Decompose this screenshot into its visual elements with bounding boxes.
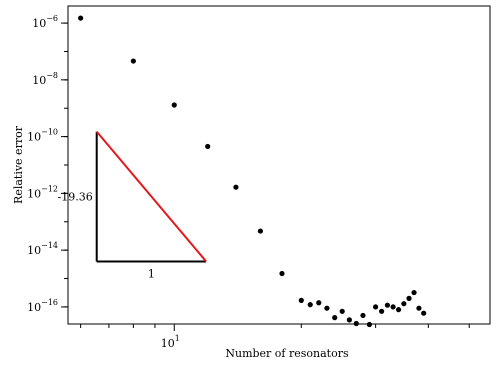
data-point [390, 304, 396, 310]
y-axis-ticks: 10−16 10−14 10−12 10−10 10−8 10−6 [27, 14, 68, 314]
data-point [279, 270, 285, 277]
data-point [379, 308, 385, 314]
slope-triangle-hypotenuse [95, 130, 207, 263]
y-axis-label: Relative error [12, 125, 25, 204]
plot-frame [67, 5, 491, 325]
data-point [324, 305, 330, 311]
x-axis-label: Number of resonators [225, 347, 349, 360]
data-point [298, 297, 304, 303]
data-point [171, 102, 177, 108]
data-point [416, 305, 422, 311]
data-point [346, 317, 352, 323]
data-points [78, 15, 427, 328]
y-tick-label: 10−6 [32, 14, 58, 30]
data-point [332, 315, 338, 321]
y-tick-label: 10−14 [27, 241, 58, 257]
data-point [307, 302, 313, 308]
y-tick-label: 10−12 [27, 184, 58, 200]
data-point [406, 295, 412, 301]
y-tick-label: 10−16 [27, 298, 58, 314]
x-axis-ticks: 101 [80, 324, 470, 350]
data-point [411, 289, 417, 296]
data-point [205, 143, 211, 150]
data-point [360, 312, 366, 319]
data-point [384, 302, 391, 308]
x-tick-label: 101 [161, 334, 180, 350]
y-tick-label: 10−10 [27, 128, 58, 144]
data-point [316, 300, 322, 306]
data-point [78, 15, 84, 21]
data-point [339, 308, 345, 314]
data-point [130, 58, 136, 64]
y-tick-label: 10−8 [32, 71, 58, 87]
data-point [373, 304, 379, 310]
data-point [395, 307, 402, 313]
slope-label: -19.36 [57, 191, 92, 204]
data-point [257, 228, 263, 234]
run-label: 1 [148, 267, 155, 280]
data-point [421, 310, 427, 316]
plot-area [68, 6, 490, 324]
slope-triangle: -19.36 1 [57, 130, 207, 280]
data-point [233, 184, 239, 190]
data-point [401, 301, 407, 307]
